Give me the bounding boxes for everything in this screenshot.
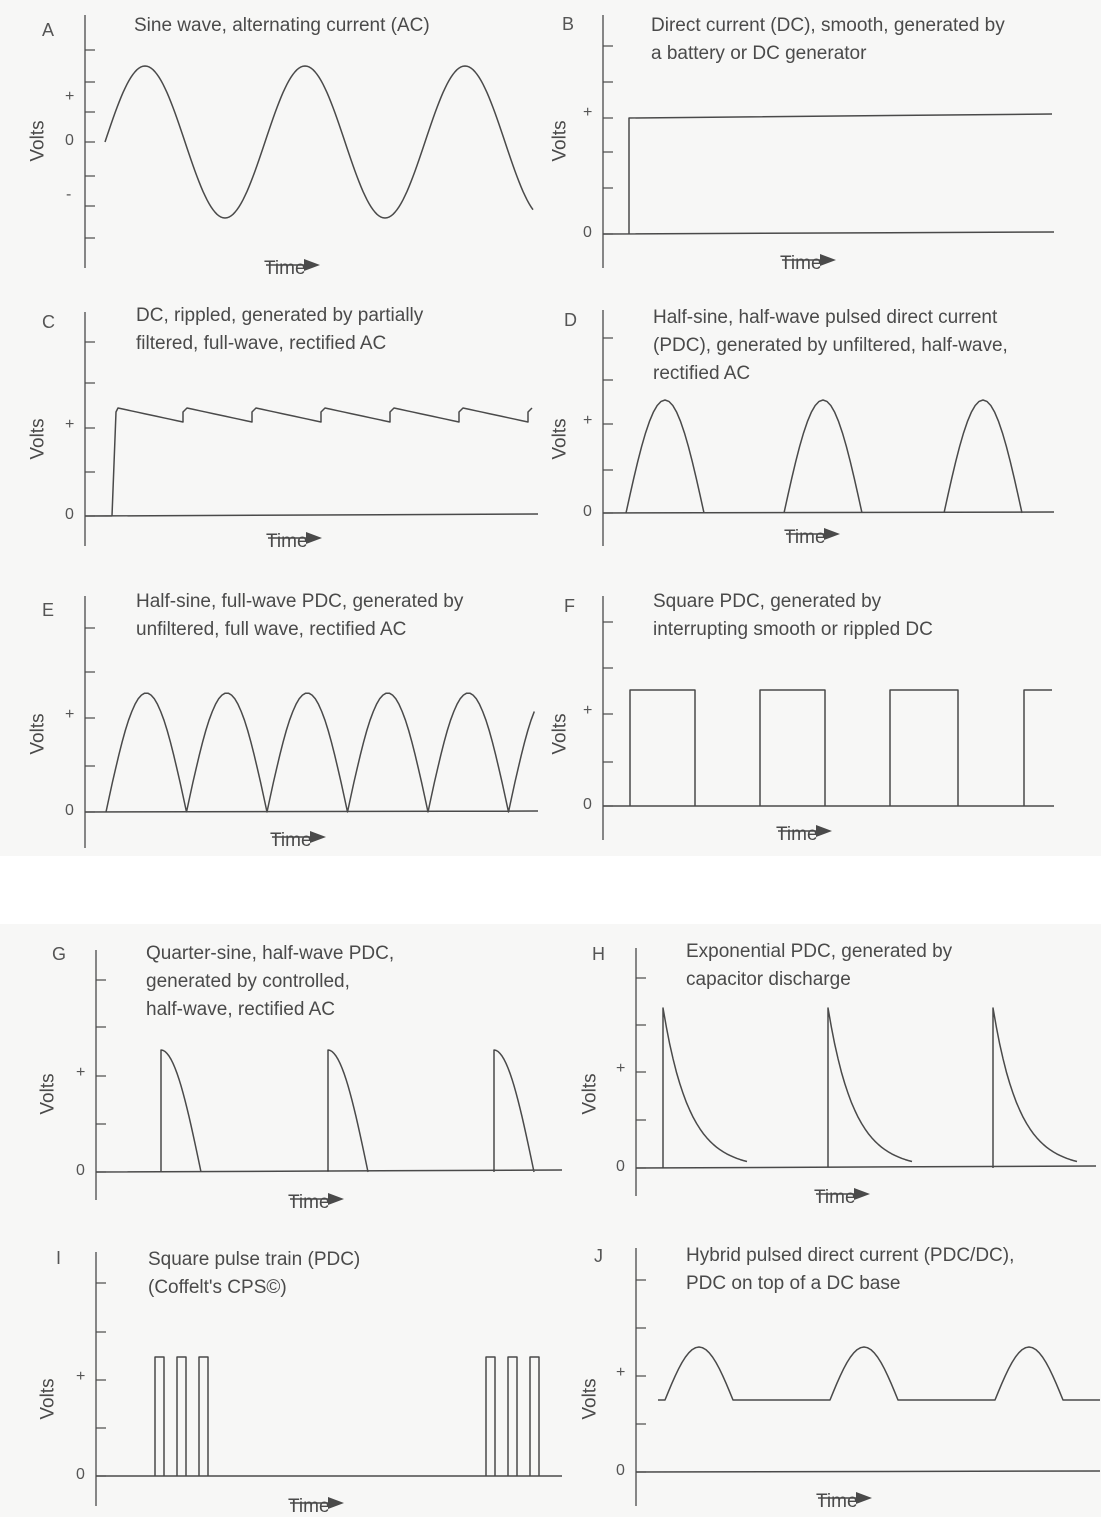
tick-label-zero: 0: [65, 802, 74, 819]
panel-caption: Half-sine, half-wave pulsed direct curre…: [653, 307, 1008, 384]
right-arrow-icon: [818, 1492, 872, 1504]
x-axis-label-text: Time: [784, 527, 826, 548]
tick-label-zero: 0: [583, 224, 592, 241]
right-arrow-icon: [816, 1188, 870, 1200]
x-axis-label: Time: [784, 527, 840, 549]
right-arrow-icon: [272, 831, 326, 843]
x-axis-label-text: Time: [814, 1187, 856, 1208]
x-axis-label-text: Time: [270, 830, 312, 851]
y-axis-label: Volts: [27, 418, 49, 460]
y-axis-label: Volts: [549, 418, 571, 460]
right-arrow-icon: [290, 1193, 344, 1205]
x-axis-label: Time: [288, 1496, 344, 1518]
x-axis-label-text: Time: [780, 253, 822, 274]
x-axis-label-text: Time: [816, 1491, 858, 1512]
right-arrow-icon: [290, 1497, 344, 1509]
y-axis-label: Volts: [37, 1378, 59, 1420]
panel-caption: Direct current (DC), smooth, generated b…: [651, 15, 1005, 64]
panel-caption: Hybrid pulsed direct current (PDC/DC), P…: [686, 1245, 1015, 1294]
tick-label-zero: 0: [65, 506, 74, 523]
panel-caption: DC, rippled, generated by partially filt…: [136, 305, 424, 354]
panel-caption: Half-sine, full-wave PDC, generated by u…: [136, 591, 464, 640]
x-axis-label: Time: [264, 258, 320, 280]
right-arrow-icon: [268, 532, 322, 544]
tick-label-plus: +: [65, 416, 75, 433]
tick-label-plus: +: [76, 1368, 86, 1385]
panel-letter: H: [592, 944, 605, 964]
panel-caption: Exponential PDC, generated by capacitor …: [686, 941, 953, 990]
tick-label-plus: +: [616, 1364, 626, 1381]
y-axis-label: Volts: [27, 713, 49, 755]
tick-label-zero: 0: [583, 503, 592, 520]
x-axis-label-text: Time: [776, 824, 818, 845]
tick-label-minus: -: [66, 186, 72, 203]
tick-label-plus: +: [583, 104, 593, 121]
x-axis-label-text: Time: [288, 1192, 330, 1213]
tick-label-zero: 0: [616, 1158, 625, 1175]
panel-letter: C: [42, 312, 55, 332]
right-arrow-icon: [266, 259, 320, 271]
panel-letter: A: [42, 20, 55, 40]
panel-letter: D: [564, 310, 577, 330]
panel-caption: Square PDC, generated by interrupting sm…: [653, 591, 933, 640]
tick-label-plus: +: [65, 706, 75, 723]
tick-label-zero: 0: [583, 796, 592, 813]
tick-label-plus: +: [65, 88, 75, 105]
panel-caption: Sine wave, alternating current (AC): [134, 15, 430, 36]
x-axis-label-text: Time: [288, 1496, 330, 1517]
y-axis-label: Volts: [579, 1378, 601, 1420]
tick-label-zero: 0: [76, 1162, 85, 1179]
right-arrow-icon: [778, 825, 832, 837]
panel-caption: Quarter-sine, half-wave PDC, generated b…: [146, 943, 395, 1020]
tick-label-plus: +: [583, 702, 593, 719]
x-axis-label: Time: [816, 1491, 872, 1513]
panel-letter: J: [594, 1246, 603, 1266]
tick-label-zero: 0: [76, 1466, 85, 1483]
panel-letter: G: [52, 944, 67, 964]
tick-label-zero: 0: [616, 1462, 625, 1479]
x-axis-label: Time: [270, 830, 326, 852]
tick-label-plus: +: [76, 1064, 86, 1081]
panel-letter: F: [564, 596, 575, 616]
y-axis-label: Volts: [549, 120, 571, 162]
panel-caption: Square pulse train (PDC) (Coffelt's CPS©…: [148, 1249, 361, 1298]
x-axis-label: Time: [288, 1192, 344, 1214]
panel-letter: B: [562, 14, 575, 34]
y-axis-label: Volts: [37, 1073, 59, 1115]
y-axis-label: Volts: [27, 120, 49, 162]
x-axis-label: Time: [780, 253, 836, 275]
tick-label-plus: +: [583, 412, 593, 429]
panel-letter: I: [56, 1248, 62, 1268]
y-axis-label: Volts: [579, 1073, 601, 1115]
right-arrow-icon: [786, 528, 840, 540]
panel-letter: E: [42, 600, 55, 620]
right-arrow-icon: [782, 254, 836, 266]
x-axis-label-text: Time: [264, 258, 306, 279]
x-axis-label-text: Time: [266, 531, 308, 552]
y-axis-label: Volts: [549, 713, 571, 755]
x-axis-label: Time: [814, 1187, 870, 1209]
tick-label-zero: 0: [65, 132, 74, 149]
tick-label-plus: +: [616, 1060, 626, 1077]
x-axis-label: Time: [776, 824, 832, 846]
x-axis-label: Time: [266, 531, 322, 553]
